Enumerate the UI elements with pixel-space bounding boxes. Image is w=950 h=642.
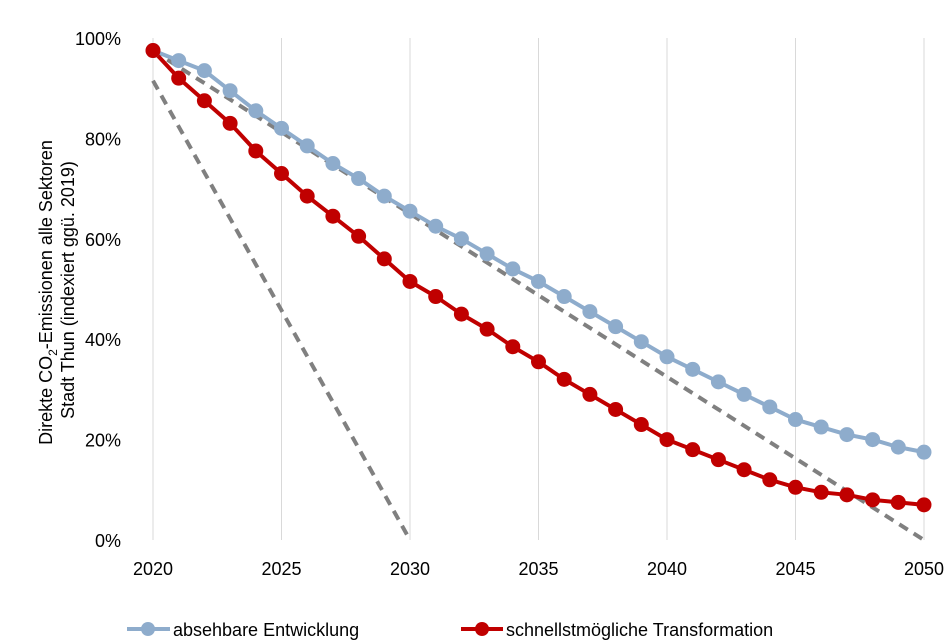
data-point-series-1: [608, 401, 624, 417]
data-point-series-1: [659, 432, 675, 448]
data-point-series-0: [865, 432, 881, 448]
data-point-series-1: [685, 442, 701, 458]
data-point-series-0: [479, 246, 495, 262]
series-markers: [145, 43, 932, 513]
data-point-series-1: [171, 70, 187, 86]
data-point-series-1: [351, 228, 367, 244]
legend-label-schnellstmoegliche: schnellstmögliche Transformation: [506, 620, 773, 640]
data-point-series-0: [556, 289, 572, 305]
y-tick-label: 40%: [85, 330, 121, 350]
data-point-series-0: [633, 334, 649, 350]
data-point-series-1: [428, 289, 444, 305]
y-axis-title-line1-a: Direkte CO: [36, 356, 56, 445]
data-point-series-0: [531, 273, 546, 289]
data-point-series-1: [788, 479, 803, 495]
y-axis-title: Direkte CO2-Emissionen alle Sektoren Sta…: [36, 135, 78, 445]
y-tick-label: 80%: [85, 129, 121, 149]
data-point-series-0: [248, 103, 264, 119]
data-point-series-1: [916, 497, 932, 513]
data-point-series-1: [710, 452, 726, 468]
data-point-series-1: [813, 484, 829, 500]
data-point-series-1: [531, 354, 546, 370]
reference-lines: [151, 48, 926, 542]
data-point-series-0: [685, 361, 701, 377]
y-tick-label: 60%: [85, 230, 121, 250]
x-tick-label: 2045: [775, 559, 815, 579]
data-point-series-0: [736, 386, 752, 402]
legend-marker-absehbare: [141, 622, 155, 636]
x-tick-label: 2020: [133, 559, 173, 579]
y-axis-tick-labels: 0% 20% 40% 60% 80% 100%: [75, 29, 121, 551]
data-point-series-1: [633, 417, 649, 433]
legend-item-schnellstmoegliche: schnellstmögliche Transformation: [461, 620, 773, 640]
y-axis-title-line1-b: -Emissionen alle Sektoren: [36, 140, 56, 349]
data-point-series-1: [196, 93, 212, 109]
data-point-series-0: [402, 203, 418, 219]
data-point-series-1: [505, 339, 521, 355]
data-point-series-1: [556, 371, 572, 387]
data-point-series-0: [351, 171, 367, 187]
data-point-series-0: [453, 231, 469, 247]
data-point-series-0: [762, 399, 778, 415]
x-tick-label: 2030: [390, 559, 430, 579]
data-point-series-0: [274, 120, 289, 136]
data-point-series-1: [762, 472, 778, 488]
data-point-series-1: [376, 251, 392, 267]
x-tick-label: 2050: [904, 559, 944, 579]
data-point-series-1: [325, 208, 341, 224]
data-point-series-0: [376, 188, 392, 204]
data-point-series-1: [299, 188, 315, 204]
x-tick-label: 2035: [518, 559, 558, 579]
data-point-series-1: [865, 492, 881, 508]
data-point-series-0: [299, 138, 315, 154]
data-point-series-1: [736, 462, 752, 478]
legend-marker-schnellstmoegliche: [475, 622, 489, 636]
y-tick-label: 0%: [95, 531, 121, 551]
data-point-series-0: [171, 53, 187, 69]
data-point-series-0: [608, 319, 624, 335]
data-point-series-0: [710, 374, 726, 390]
data-point-series-0: [582, 304, 598, 320]
data-point-series-1: [145, 43, 161, 59]
data-point-series-0: [325, 156, 341, 171]
data-point-series-1: [402, 273, 418, 289]
legend-label-absehbare: absehbare Entwicklung: [173, 620, 359, 640]
legend: absehbare Entwicklung schnellstmögliche …: [127, 620, 773, 640]
data-point-series-0: [196, 63, 212, 79]
data-point-series-0: [788, 412, 803, 428]
data-point-series-1: [839, 487, 855, 503]
data-point-series-0: [916, 444, 932, 460]
data-point-series-1: [274, 166, 289, 182]
data-point-series-1: [222, 115, 238, 131]
x-tick-label: 2025: [261, 559, 301, 579]
x-tick-label: 2040: [647, 559, 687, 579]
data-point-series-1: [479, 321, 495, 337]
y-tick-label: 100%: [75, 29, 121, 49]
y-axis-title-subscript: 2: [46, 349, 60, 356]
data-point-series-0: [813, 419, 829, 435]
data-point-series-1: [248, 143, 264, 159]
reference-line-0: [151, 79, 412, 541]
data-point-series-1: [453, 306, 469, 322]
data-point-series-0: [428, 218, 444, 234]
data-point-series-0: [839, 427, 855, 443]
data-point-series-0: [222, 83, 238, 99]
legend-item-absehbare: absehbare Entwicklung: [127, 620, 359, 640]
data-point-series-1: [890, 494, 906, 510]
data-point-series-1: [582, 386, 598, 402]
x-axis-tick-labels: 2020 2025 2030 2035 2040 2045 2050: [133, 559, 944, 579]
y-axis-title-line2: Stadt Thun (indexiert ggü. 2019): [58, 161, 78, 419]
data-point-series-0: [890, 439, 906, 455]
data-point-series-0: [659, 349, 675, 365]
data-point-series-0: [505, 261, 521, 277]
y-tick-label: 20%: [85, 431, 121, 451]
